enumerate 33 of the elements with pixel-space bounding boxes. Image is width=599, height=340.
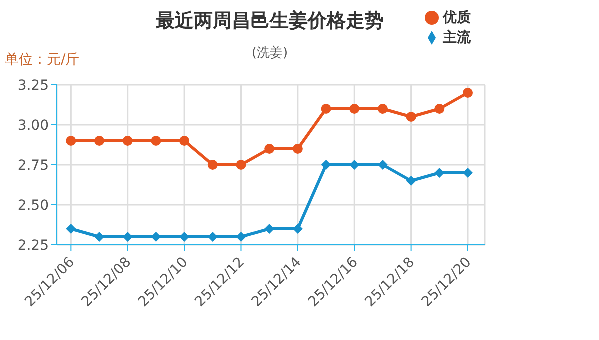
point [208,160,218,170]
point [236,232,246,242]
point [321,160,332,170]
y-tick-label: 3.25 [18,78,49,94]
point [151,136,162,146]
point [151,232,162,242]
point [66,136,76,146]
point [406,176,416,186]
legend-label: 优质 [443,10,471,26]
legend-label: 主流 [443,30,471,46]
point [350,104,360,114]
point [292,144,303,154]
point [406,112,416,122]
point [264,144,275,154]
point [180,136,190,146]
point [122,136,133,146]
point [434,104,445,114]
y-axis-title: 单位：元/斤 [5,51,80,69]
point [378,104,388,114]
point [434,168,445,178]
chart-title: 最近两周昌邑生姜价格走势 [155,9,385,34]
point [462,88,473,98]
point [350,160,360,170]
y-tick-label: 2.25 [18,238,49,254]
point [66,224,76,234]
chart-subtitle: (洗姜) [250,44,290,62]
point [122,232,133,242]
y-tick-label: 3.00 [18,118,49,134]
point [236,160,246,170]
point [321,104,332,114]
point [94,136,105,146]
y-tick-label: 2.75 [18,158,49,174]
y-tick-label: 2.50 [18,198,49,214]
